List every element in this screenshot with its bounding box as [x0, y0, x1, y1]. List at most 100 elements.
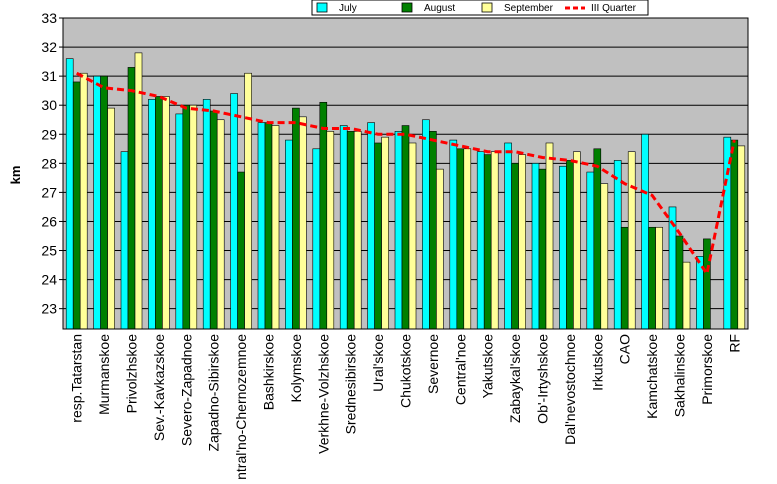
line-series-iii-quarter — [75, 71, 736, 278]
bar-september — [490, 151, 499, 330]
x-tick-label: Sakhalinskoe — [672, 334, 688, 417]
bar-september — [545, 142, 554, 330]
legend-label: August — [424, 3, 455, 14]
bar-july — [257, 122, 266, 330]
bar-september — [326, 131, 335, 330]
bar-september — [189, 104, 198, 330]
bar-july — [613, 160, 622, 330]
bar-september — [79, 72, 88, 330]
bar-august — [155, 96, 163, 330]
legend-label: III Quarter — [591, 3, 637, 14]
bar-july — [394, 131, 403, 330]
bar-september — [162, 96, 170, 330]
bar-september — [737, 145, 746, 330]
bar-august — [648, 226, 656, 330]
bar-september — [271, 125, 280, 330]
x-tick-label: Kolymskoe — [288, 334, 304, 403]
x-tick-label: Kamchatskoe — [644, 334, 660, 419]
x-tick-label: Zapadno-Sibirskoe — [206, 334, 222, 452]
x-tick-label: Severnoe — [425, 334, 441, 394]
x-tick-label: Irkutskoe — [589, 334, 605, 391]
x-tick-label: RF — [726, 334, 742, 353]
legend-label: September — [504, 3, 554, 14]
bar-august — [456, 148, 465, 330]
bar-september — [134, 52, 143, 330]
bar-july — [723, 136, 732, 330]
bar-september — [353, 131, 362, 330]
bar-august — [209, 110, 218, 330]
bar-september — [244, 72, 252, 330]
x-tick-label: Severo-Zapadnoe — [178, 334, 194, 446]
legend-swatch — [316, 2, 328, 13]
bar-september — [299, 116, 307, 330]
bar-august — [483, 154, 492, 330]
bar-september — [518, 154, 526, 330]
y-tick-label: 29 — [41, 126, 57, 142]
x-tick-label: Zabaykal'skoe — [507, 334, 523, 423]
bar-july — [175, 113, 184, 330]
bar-july — [285, 139, 293, 330]
bar-september — [436, 168, 444, 330]
bar-july — [504, 142, 512, 330]
bar-july — [312, 148, 321, 330]
x-tick-label: Yakutskoe — [480, 334, 496, 399]
bar-august — [703, 238, 711, 330]
bar-september — [627, 151, 636, 330]
bar-september — [463, 148, 472, 330]
bar-august — [346, 131, 355, 330]
bar-july — [449, 139, 458, 330]
legend-box — [311, 0, 649, 16]
y-tick-label: 24 — [41, 272, 57, 288]
y-tick-label: 25 — [41, 243, 57, 259]
bar-july — [476, 151, 485, 330]
bar-september — [655, 226, 663, 330]
x-tick-label: Central'no-Chernozemnoe — [233, 334, 249, 479]
bar-august — [264, 122, 273, 330]
y-tick-label: 28 — [41, 155, 57, 171]
bars-layer — [65, 52, 746, 330]
bar-august — [566, 160, 574, 330]
bar-july — [422, 119, 430, 330]
bar-july — [367, 122, 375, 330]
bar-august — [182, 104, 191, 330]
bar-july — [65, 58, 74, 330]
bar-july — [531, 163, 540, 330]
legend: July August September III Quarter — [311, 0, 649, 16]
bar-september — [573, 151, 581, 330]
legend-swatch — [481, 2, 493, 13]
bar-august — [675, 235, 684, 330]
bar-july — [120, 151, 129, 330]
bar-september — [408, 142, 417, 330]
x-tick-label: Dal'nevostochnoe — [562, 334, 578, 445]
bar-september — [600, 183, 609, 330]
bar-august — [72, 81, 81, 330]
line-layer — [75, 71, 736, 278]
bar-august — [538, 168, 547, 330]
bar-july — [641, 133, 649, 330]
x-tick-label: Bashkirskoe — [261, 334, 277, 410]
y-tick-label: 27 — [41, 184, 57, 200]
x-tick-label: Primorskoe — [699, 334, 715, 405]
x-tick-label: Sev.-Kavkazskoe — [151, 334, 167, 441]
bar-july — [148, 99, 156, 330]
y-tick-label: 23 — [41, 301, 57, 317]
y-tick-label: 32 — [41, 39, 57, 55]
x-tick-label: Murmanskoe — [96, 334, 112, 415]
bar-august — [620, 226, 629, 330]
bar-september — [381, 136, 389, 330]
x-tick-label: Chukotskoe — [398, 334, 414, 408]
x-tick-label: Privolzhskoe — [124, 334, 140, 414]
bar-august — [593, 148, 602, 330]
y-tick-label: 31 — [41, 68, 57, 84]
bar-august — [127, 67, 136, 330]
x-tick-label: Central'noe — [452, 334, 468, 405]
bar-july — [559, 165, 567, 330]
y-axis-label: km — [8, 166, 23, 185]
bar-september — [107, 107, 115, 330]
bar-august — [401, 125, 410, 330]
bar-august — [292, 107, 300, 330]
x-tick-label: CAO — [617, 334, 633, 364]
bar-august — [730, 139, 739, 330]
bar-september — [216, 119, 225, 330]
